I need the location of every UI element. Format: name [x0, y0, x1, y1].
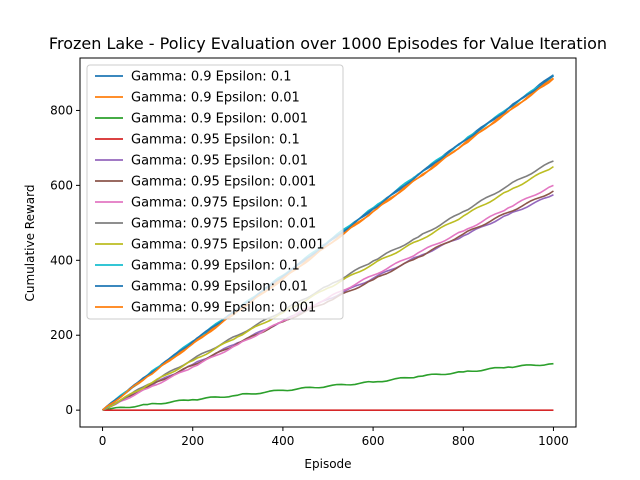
- x-tick-label: 1000: [538, 434, 569, 448]
- series-line-3: [102, 362, 554, 411]
- legend-label: Gamma: 0.975 Epsilon: 0.1: [131, 196, 308, 211]
- x-tick-label: 800: [452, 434, 475, 448]
- y-tick-label: 600: [50, 178, 73, 192]
- x-tick-label: 600: [362, 434, 385, 448]
- y-tick-label: 400: [50, 253, 73, 267]
- x-tick-label: 400: [271, 434, 294, 448]
- legend: Gamma: 0.9 Epsilon: 0.1 Gamma: 0.9 Epsilo…: [86, 64, 344, 320]
- legend-label: Gamma: 0.9 Epsilon: 0.001: [131, 112, 308, 127]
- chart-title: Frozen Lake - Policy Evaluation over 100…: [49, 34, 607, 53]
- y-tick-label: 200: [50, 328, 73, 342]
- x-axis-ticks: 0 200 400 600 800 1000: [99, 427, 569, 448]
- y-axis-ticks: 0 200 400 600 800: [50, 103, 80, 417]
- legend-label: Gamma: 0.95 Epsilon: 0.01: [131, 154, 308, 169]
- y-tick-label: 800: [50, 103, 73, 117]
- x-tick-label: 200: [181, 434, 204, 448]
- legend-label: Gamma: 0.95 Epsilon: 0.1: [131, 133, 300, 148]
- x-tick-label: 0: [99, 434, 107, 448]
- legend-label: Gamma: 0.9 Epsilon: 0.1: [131, 70, 292, 85]
- plot-frame: [79, 57, 577, 428]
- legend-label: Gamma: 0.975 Epsilon: 0.001: [131, 238, 325, 253]
- legend-items: Gamma: 0.9 Epsilon: 0.1 Gamma: 0.9 Epsilo…: [95, 70, 325, 316]
- x-axis-label: Episode: [304, 457, 351, 471]
- legend-box: [86, 64, 344, 320]
- legend-label: Gamma: 0.99 Epsilon: 0.01: [131, 280, 308, 295]
- legend-label: Gamma: 0.99 Epsilon: 0.1: [131, 259, 300, 274]
- legend-label: Gamma: 0.95 Epsilon: 0.001: [131, 175, 316, 190]
- y-tick-label: 0: [65, 403, 73, 417]
- legend-label: Gamma: 0.9 Epsilon: 0.01: [131, 91, 300, 106]
- legend-label: Gamma: 0.99 Epsilon: 0.001: [131, 301, 316, 316]
- y-axis-label: Cumulative Reward: [23, 185, 37, 302]
- legend-label: Gamma: 0.975 Epsilon: 0.01: [131, 217, 316, 232]
